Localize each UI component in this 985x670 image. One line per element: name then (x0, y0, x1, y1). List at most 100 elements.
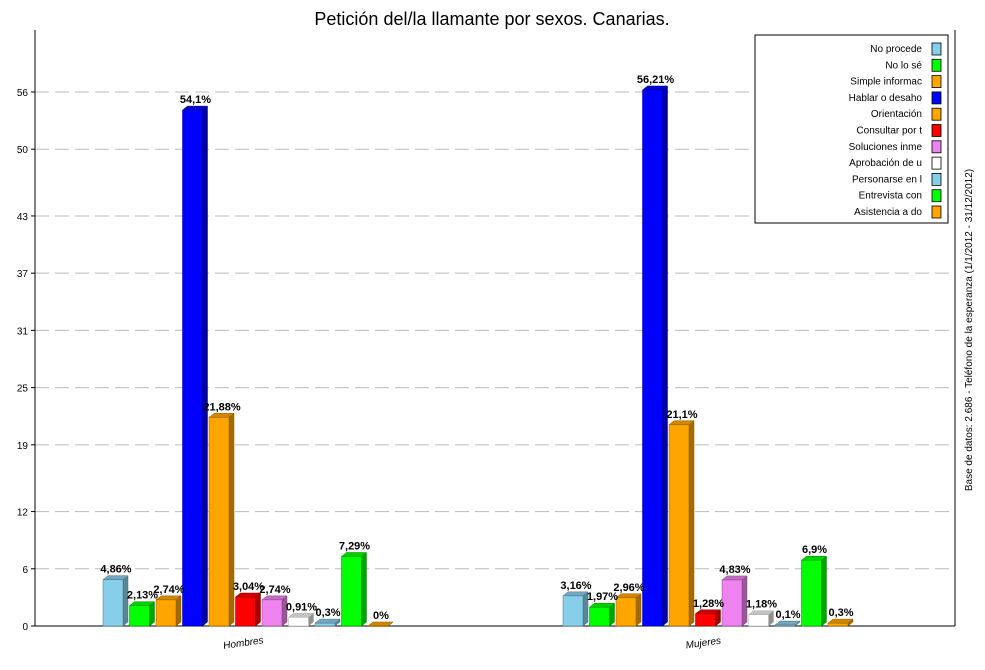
legend-item: Entrevista con (859, 189, 942, 203)
legend-label: No procede (870, 44, 922, 55)
bar-front (261, 599, 283, 627)
data-label: 21,1% (666, 409, 697, 421)
y-tick-label: 31 (17, 326, 29, 337)
legend-item: No procede (870, 42, 942, 56)
bar (208, 412, 235, 627)
bar-side (821, 555, 827, 627)
bar-side (635, 593, 642, 627)
bars (102, 85, 854, 627)
data-label: 2,74% (259, 584, 290, 596)
legend-swatch (931, 140, 942, 154)
bar-front (102, 579, 124, 627)
bar-front (341, 556, 362, 627)
chart-title: Petición del/la llamante por sexos. Cana… (314, 9, 669, 29)
legend: No procede No lo sé Simple informac Hablar … (754, 34, 949, 224)
bar-front (774, 624, 796, 627)
legend-item: No lo sé (885, 58, 942, 72)
bar (615, 593, 642, 627)
bar-front (801, 559, 822, 627)
bar (668, 420, 695, 627)
bar-front (182, 109, 203, 627)
bar (588, 602, 616, 627)
legend-label: Hablar o desaho (849, 93, 923, 104)
bar-front (235, 596, 256, 627)
data-label: 3,04% (233, 581, 264, 593)
bar (827, 618, 854, 627)
legend-item: Soluciones inme (849, 140, 942, 154)
legend-item: Consultar por t (856, 124, 942, 137)
legend-item: Hablar o desaho (849, 91, 942, 105)
y-tick-label: 19 (17, 441, 29, 452)
data-label: 56,21% (637, 74, 675, 86)
data-label: 3,16% (560, 580, 591, 592)
bar-side (255, 592, 261, 627)
bar (747, 610, 775, 627)
bar-front (155, 599, 177, 627)
bar (340, 551, 368, 627)
bar (287, 612, 315, 627)
bar (155, 595, 182, 627)
bar (562, 591, 589, 627)
bar-front (721, 579, 743, 627)
legend-swatch (931, 75, 942, 88)
data-label: 7,29% (339, 540, 370, 552)
legend-item: Aprobación de u (849, 156, 942, 170)
bar (721, 575, 748, 627)
legend-label: Orientación (871, 109, 922, 120)
bar-front (615, 597, 637, 627)
category-label: Hombres (223, 635, 265, 652)
legend-item: Asistencia a do (854, 205, 942, 219)
data-label: 2,74% (153, 584, 184, 596)
bar (128, 601, 156, 627)
data-label: 0,1% (775, 609, 800, 621)
data-label: 2,96% (613, 582, 644, 594)
bar (234, 592, 262, 627)
data-label: 6,9% (802, 544, 827, 556)
bar-side (228, 412, 235, 627)
bar (367, 621, 394, 627)
bar-front (748, 614, 769, 627)
bar-side (202, 105, 208, 627)
data-label: 0,91% (286, 601, 317, 613)
y-tick-label: 56 (17, 88, 29, 99)
legend-swatch (931, 107, 942, 121)
bar-side (688, 420, 695, 627)
y-tick-label: 43 (17, 212, 29, 223)
bar-top (367, 621, 394, 627)
data-label: 4,86% (100, 564, 131, 576)
legend-swatch (931, 91, 942, 105)
category-label: Mujeres (685, 636, 722, 652)
legend-box (754, 34, 949, 224)
data-label: 4,83% (719, 564, 750, 576)
data-label: 2,13% (127, 590, 158, 602)
bar (102, 575, 129, 627)
y-tick-label: 6 (22, 565, 28, 576)
data-labels: 4,86%2,13%2,74%54,1%21,88%3,04%2,74%0,91… (100, 74, 853, 622)
legend-label: Entrevista con (859, 191, 922, 202)
side-note: Base de datos: 2.686 - Teléfono de la es… (964, 169, 975, 491)
legend-label: Aprobación de u (849, 158, 922, 169)
legend-swatch (931, 42, 942, 56)
bar (641, 85, 669, 627)
legend-swatch (931, 124, 942, 137)
legend-swatch (931, 58, 942, 72)
y-tick-label: 25 (17, 384, 29, 395)
legend-item: Orientación (871, 107, 942, 121)
bar-front (562, 595, 584, 627)
legend-swatch (931, 172, 942, 186)
data-label: 54,1% (180, 94, 211, 106)
legend-swatch (931, 205, 942, 219)
bar-front (208, 417, 230, 627)
legend-swatch (931, 189, 942, 203)
bar (800, 555, 828, 627)
legend-label: Soluciones inme (849, 142, 923, 153)
legend-label: Consultar por t (856, 126, 922, 137)
bar-front (695, 613, 716, 627)
legend-swatch (931, 156, 942, 170)
data-label: 1,28% (693, 598, 724, 610)
y-tick-label: 37 (17, 269, 29, 280)
bar (314, 618, 341, 627)
bar (694, 609, 722, 627)
data-label: 0,3% (315, 607, 340, 619)
